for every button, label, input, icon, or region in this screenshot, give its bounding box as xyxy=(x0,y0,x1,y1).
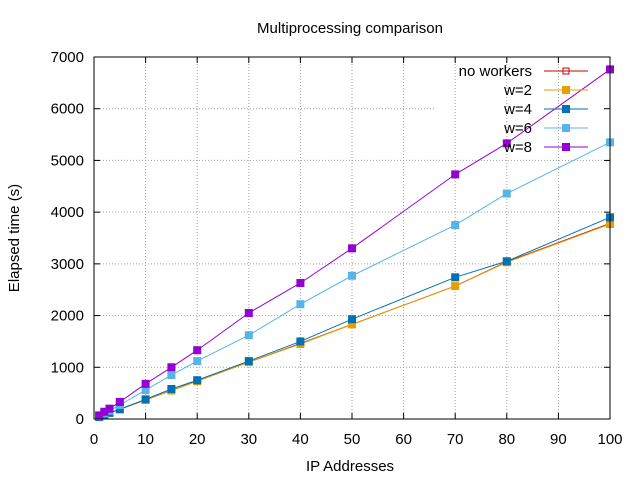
legend-swatch-marker xyxy=(562,67,570,75)
data-point xyxy=(348,244,356,253)
data-point xyxy=(105,404,114,413)
data-point xyxy=(451,170,460,179)
grid-lines xyxy=(94,57,610,419)
x-axis-label: IP Addresses xyxy=(306,458,394,475)
data-point xyxy=(167,385,176,394)
y-tick-label: 4000 xyxy=(51,204,84,221)
y-axis-label: Elapsed time (s) xyxy=(6,184,23,292)
data-point xyxy=(193,346,202,355)
x-tick-label: 0 xyxy=(90,431,98,448)
x-tick-label: 70 xyxy=(447,431,464,448)
data-point xyxy=(451,273,460,282)
data-point xyxy=(141,379,150,388)
data-point xyxy=(115,397,124,406)
data-point xyxy=(502,189,511,198)
data-point xyxy=(244,357,253,366)
legend-label: w=8 xyxy=(503,139,532,156)
legend-label: w=2 xyxy=(503,82,532,99)
y-tick-label: 6000 xyxy=(51,101,84,118)
data-point xyxy=(193,376,202,385)
legend-swatch-marker xyxy=(562,124,570,132)
y-tick-label: 0 xyxy=(76,411,84,428)
data-point xyxy=(451,221,460,230)
axis-ticks: 0 10 20 30 40 50 60 70 80 90 100010002000300040005… xyxy=(51,49,623,448)
series-line-w-8 xyxy=(98,69,611,416)
data-point xyxy=(167,363,176,372)
data-point xyxy=(296,337,305,346)
y-tick-label: 7000 xyxy=(51,49,84,66)
x-tick-label: 50 xyxy=(344,431,361,448)
plot-frame xyxy=(93,56,611,420)
x-tick-label: 10 xyxy=(137,431,154,448)
data-point xyxy=(502,257,511,266)
data-point xyxy=(141,395,150,404)
data-point xyxy=(451,282,460,291)
legend-swatch-marker xyxy=(562,143,570,151)
x-tick-label: 60 xyxy=(395,431,412,448)
x-tick-label: 40 xyxy=(292,431,309,448)
x-tick-label: 30 xyxy=(240,431,257,448)
data-point xyxy=(244,331,253,340)
data-point xyxy=(348,271,356,280)
legend-swatch-marker xyxy=(562,105,570,113)
data-point xyxy=(193,357,202,366)
x-tick-label: 90 xyxy=(550,431,567,448)
y-tick-label: 2000 xyxy=(51,308,84,325)
data-point xyxy=(244,308,253,317)
chart-title: Multiprocessing comparison xyxy=(257,20,443,37)
legend-swatch-marker xyxy=(562,86,570,94)
y-tick-label: 5000 xyxy=(51,152,84,169)
series-layer xyxy=(95,65,614,421)
x-tick-label: 100 xyxy=(597,431,622,448)
data-point xyxy=(348,315,356,324)
data-point xyxy=(502,139,511,148)
x-tick-label: 80 xyxy=(498,431,515,448)
y-tick-label: 3000 xyxy=(51,256,84,273)
data-point xyxy=(296,278,305,287)
legend-label: w=6 xyxy=(503,120,532,137)
legend: no workers w=2 w=4 w=6 w=8 xyxy=(459,63,588,156)
y-tick-label: 1000 xyxy=(51,359,84,376)
legend-label: no workers xyxy=(459,63,532,80)
x-tick-label: 20 xyxy=(189,431,206,448)
data-point xyxy=(296,300,305,309)
data-point xyxy=(167,371,176,380)
legend-label: w=4 xyxy=(503,101,532,118)
